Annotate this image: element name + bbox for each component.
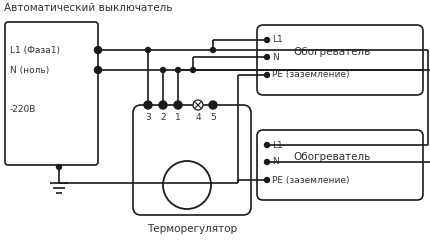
Text: L1: L1 [272, 141, 283, 149]
Text: -220В: -220В [10, 106, 37, 114]
Circle shape [174, 101, 182, 109]
Circle shape [194, 101, 202, 109]
Text: Терморегулятор: Терморегулятор [147, 224, 237, 234]
Circle shape [175, 67, 181, 73]
Text: 4: 4 [195, 114, 201, 122]
Text: 2: 2 [160, 114, 166, 122]
Text: 1: 1 [175, 114, 181, 122]
FancyBboxPatch shape [257, 25, 423, 95]
FancyBboxPatch shape [5, 22, 98, 165]
Circle shape [209, 101, 217, 109]
Circle shape [190, 67, 196, 73]
Circle shape [264, 178, 270, 182]
Circle shape [160, 67, 166, 73]
Text: Автоматический выключатель: Автоматический выключатель [4, 3, 172, 13]
Text: PE (заземление): PE (заземление) [272, 175, 350, 185]
Circle shape [95, 47, 101, 54]
Text: N: N [272, 53, 279, 61]
Circle shape [264, 73, 270, 78]
Text: PE (заземление): PE (заземление) [272, 71, 350, 80]
Text: L1: L1 [272, 35, 283, 45]
Text: 5: 5 [210, 114, 216, 122]
FancyBboxPatch shape [257, 130, 423, 200]
Circle shape [144, 101, 152, 109]
Text: Обогреватель: Обогреватель [293, 152, 371, 162]
Circle shape [264, 142, 270, 147]
Circle shape [56, 165, 61, 169]
Circle shape [159, 101, 167, 109]
Text: N: N [272, 158, 279, 167]
FancyBboxPatch shape [133, 105, 251, 215]
Circle shape [193, 100, 203, 110]
Circle shape [264, 54, 270, 60]
Circle shape [95, 67, 101, 74]
Circle shape [145, 47, 150, 53]
Text: 3: 3 [145, 114, 151, 122]
Circle shape [264, 38, 270, 42]
Circle shape [211, 47, 215, 53]
Text: N (ноль): N (ноль) [10, 66, 49, 74]
Circle shape [264, 160, 270, 165]
Text: Обогреватель: Обогреватель [293, 47, 371, 57]
Text: L1 (Фаза1): L1 (Фаза1) [10, 46, 60, 54]
